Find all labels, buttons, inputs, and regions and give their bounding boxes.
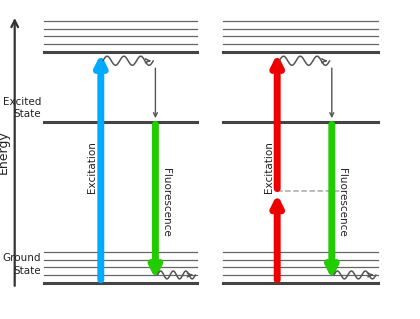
Text: Ground
State: Ground State — [3, 253, 41, 276]
Text: Fluorescence: Fluorescence — [161, 168, 171, 236]
Text: Excitation: Excitation — [264, 141, 274, 193]
Text: Excitation: Excitation — [87, 141, 97, 193]
Text: Excited
State: Excited State — [3, 97, 41, 119]
Text: Fluorescence: Fluorescence — [337, 168, 347, 236]
Text: Energy: Energy — [0, 130, 10, 174]
